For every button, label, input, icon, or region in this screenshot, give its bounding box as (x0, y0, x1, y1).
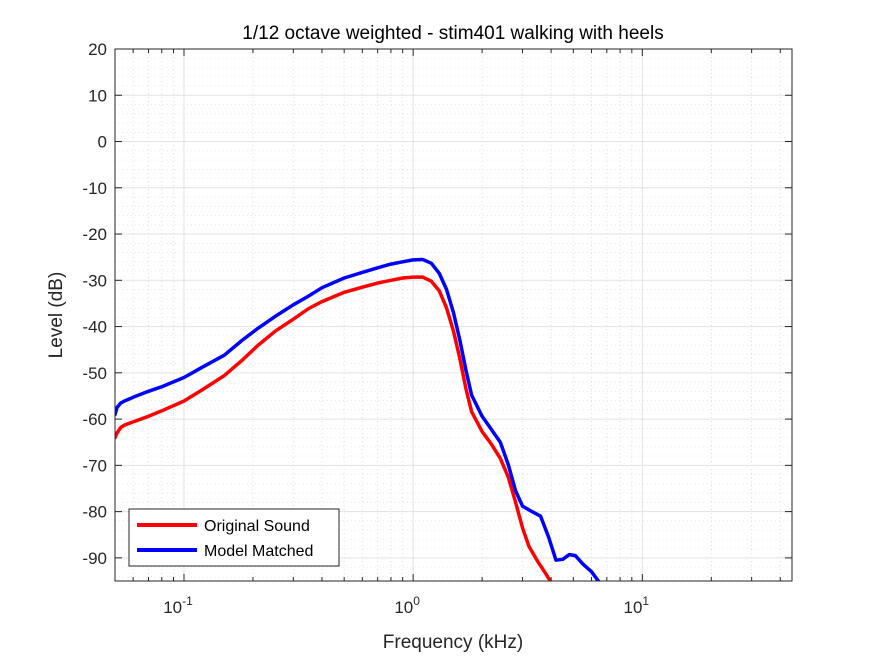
legend: Original Sound Model Matched (128, 508, 340, 567)
y-tick-label: -10 (82, 179, 107, 198)
series-line-original-sound (115, 275, 553, 581)
x-tick-label: 10-1 (163, 594, 193, 617)
y-tick-label: -40 (82, 318, 107, 337)
y-tick-label: -60 (82, 410, 107, 429)
legend-label-original-sound: Original Sound (204, 518, 310, 535)
y-tick-labels: 20 10 0 -10 -20 -30 -40 -50 -60 -70 -80 -90 (82, 40, 107, 568)
series-layer (115, 257, 601, 581)
y-tick-label: 20 (88, 40, 107, 59)
y-tick-label: -20 (82, 225, 107, 244)
legend-box (128, 508, 340, 567)
chart-title: 1/12 octave weighted - stim401 walking w… (242, 23, 663, 44)
y-tick-label: -30 (82, 271, 107, 290)
legend-label-model-matched: Model Matched (204, 543, 313, 560)
y-axis-label: Level (dB) (46, 272, 67, 359)
y-tick-label: 10 (88, 86, 107, 105)
tick-marks (115, 48, 792, 581)
y-tick-label: -90 (82, 549, 107, 568)
x-tick-label: 101 (624, 594, 650, 617)
y-tick-label: -80 (82, 503, 107, 522)
x-tick-labels: 10-1 100 101 (163, 594, 649, 617)
y-tick-label: -70 (82, 456, 107, 475)
plot-frame (114, 48, 793, 582)
x-axis-label: Frequency (kHz) (383, 632, 523, 653)
y-tick-label: -50 (82, 364, 107, 383)
y-tick-label: 0 (98, 133, 107, 152)
minor-grid (115, 49, 792, 581)
x-tick-label: 100 (394, 594, 420, 617)
series-line-model-matched (115, 257, 601, 581)
